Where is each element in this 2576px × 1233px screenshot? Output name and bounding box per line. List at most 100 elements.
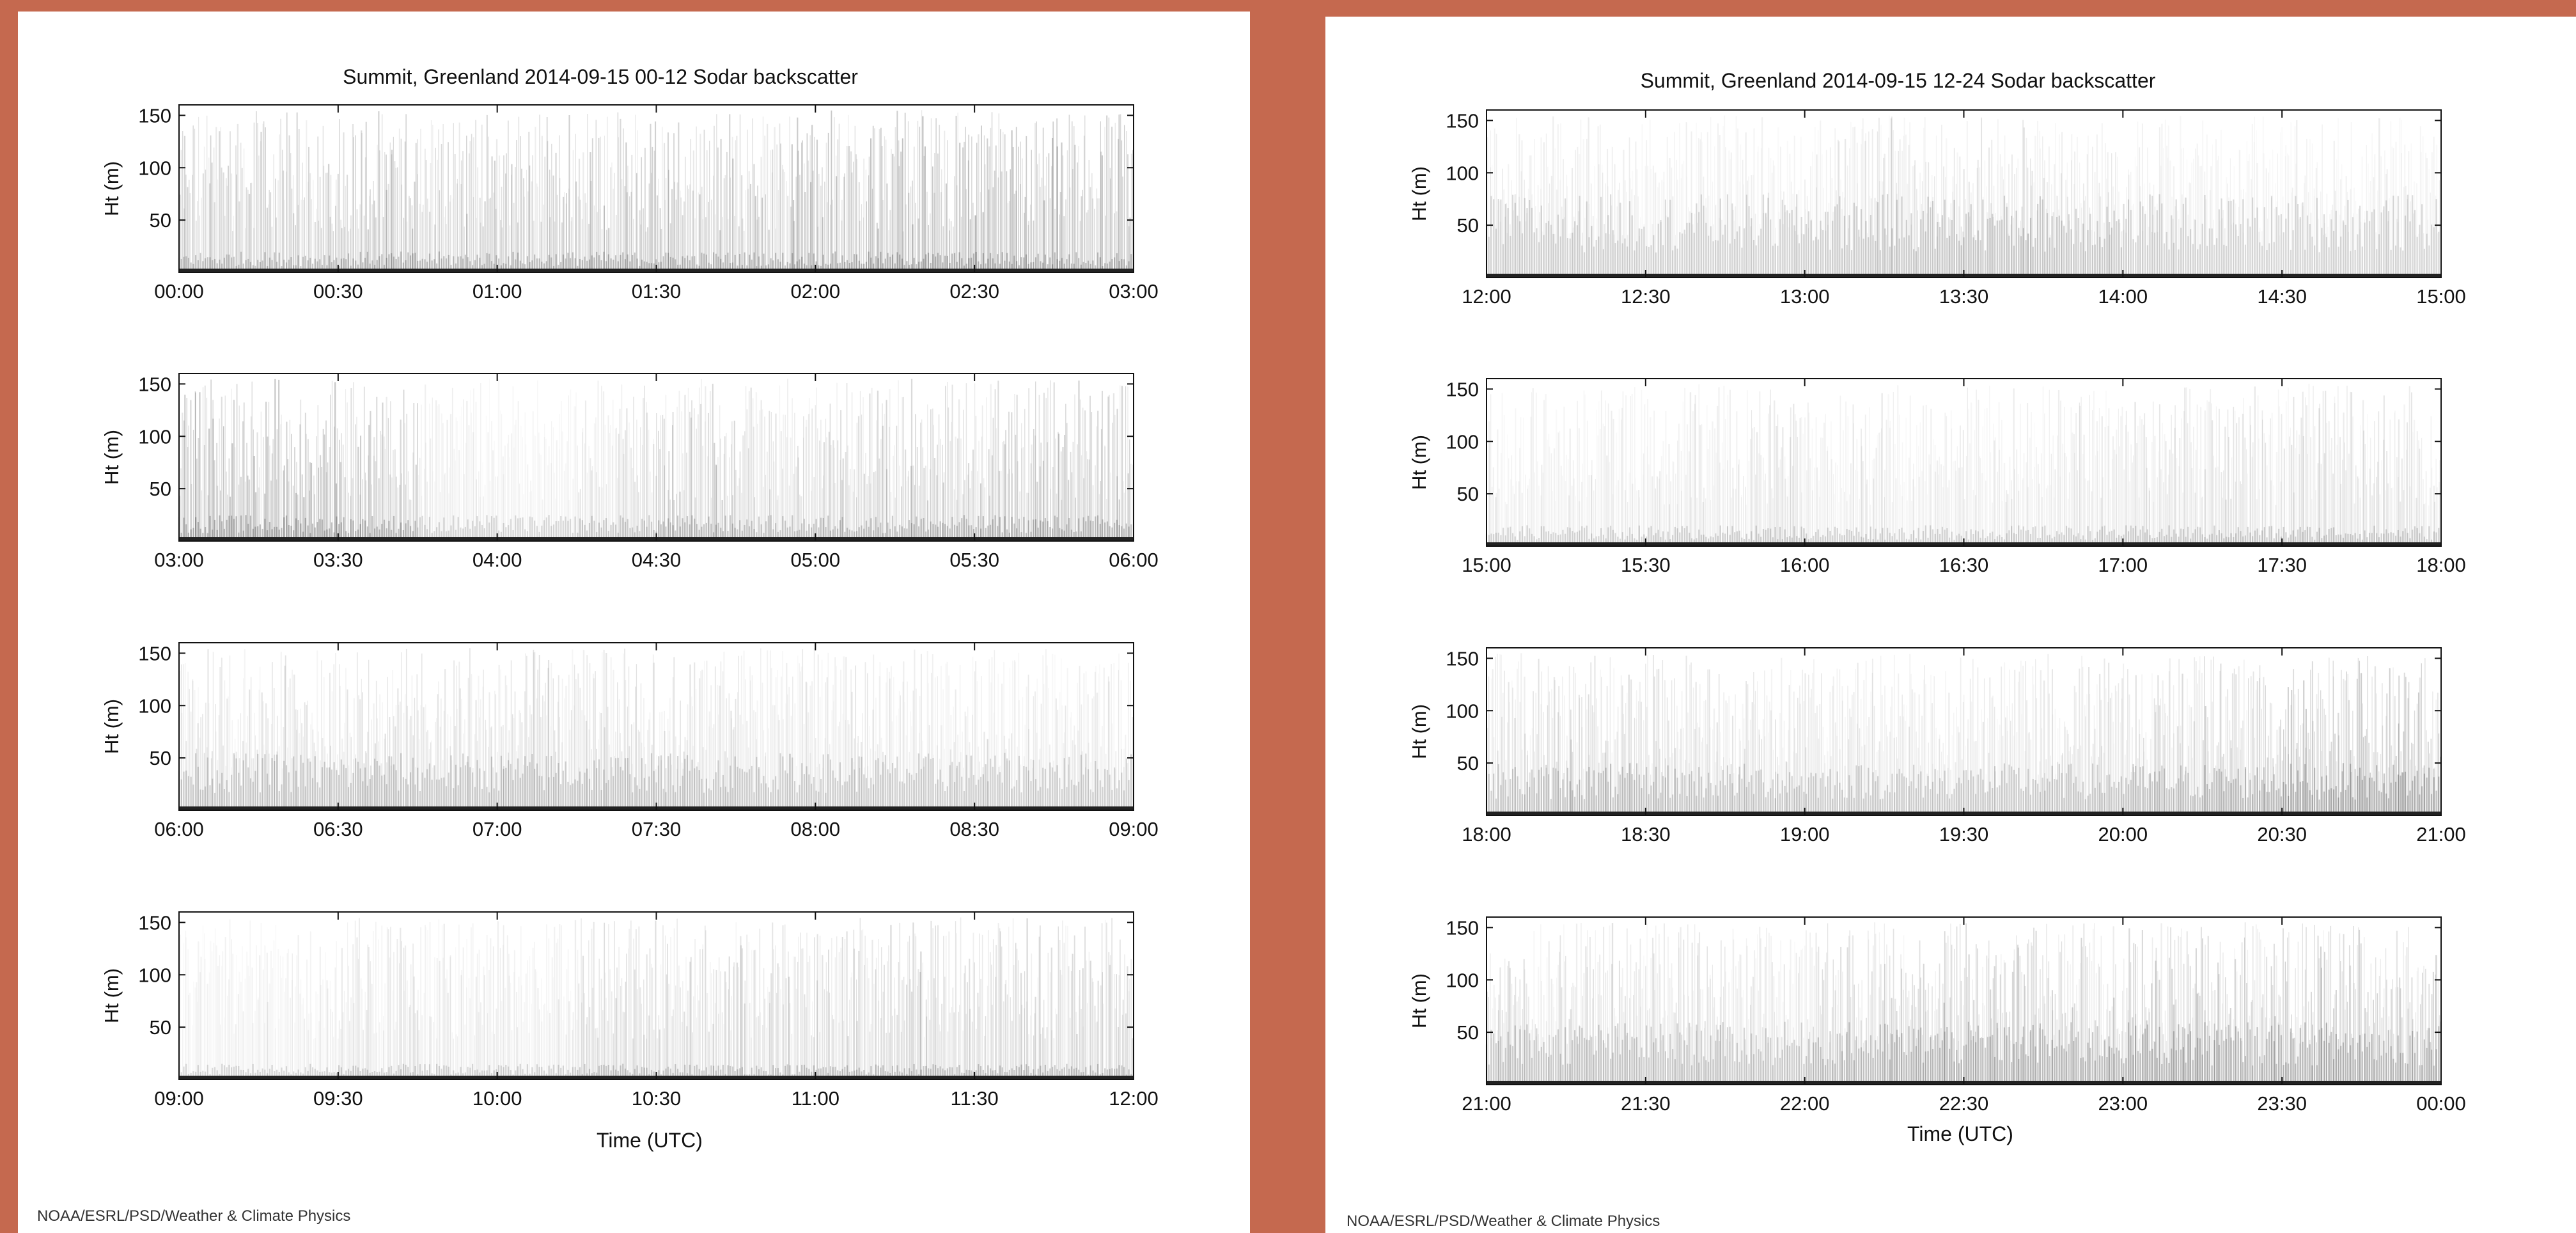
x-tick-label: 03:00: [1109, 280, 1159, 302]
x-tick-label: 23:30: [2257, 1092, 2307, 1115]
x-axis-label: Time (UTC): [597, 1129, 703, 1152]
x-tick-label: 16:00: [1780, 554, 1830, 576]
sodar-panel-3: 50 100 150 Ht (m) 06:00 06:30 07:00 07:30 08:00 0…: [100, 642, 1159, 840]
chart-page-left: Summit, Greenland 2014-09-15 00-12 Sodar…: [18, 12, 1250, 1233]
x-tick-label: 11:30: [951, 1087, 999, 1110]
sodar-panel-4: 50 100 150 Ht (m) 21:00 21:30 22:00 22:30 23:00 2…: [1408, 916, 2466, 1115]
x-tick-label: 16:30: [1939, 554, 1989, 576]
x-tick-label: 05:30: [949, 549, 999, 571]
x-tick-label: 08:30: [949, 818, 999, 840]
x-tick-label: 19:00: [1780, 823, 1830, 845]
x-tick-label: 09:00: [154, 1087, 204, 1110]
x-tick-label: 02:00: [791, 280, 841, 302]
x-tick-label: 01:30: [632, 280, 682, 302]
y-tick-label: 100: [1446, 700, 1479, 722]
y-tick-label: 50: [150, 478, 171, 500]
y-tick-label: 50: [150, 1016, 171, 1039]
sodar-panel-4: 50 100 150 Ht (m) 09:00 09:30 10:00 10:30 11:00 1…: [100, 911, 1159, 1110]
backscatter-field: [178, 110, 1134, 272]
x-tick-label: 09:00: [1109, 818, 1159, 840]
backscatter-field: [178, 648, 1134, 810]
y-tick-label: 100: [1446, 162, 1479, 184]
y-tick-label: 100: [1446, 430, 1479, 453]
x-tick-label: 08:00: [791, 818, 841, 840]
x-tick-label: 21:00: [1462, 1092, 1511, 1115]
x-tick-label: 07:30: [632, 818, 682, 840]
chart-title: Summit, Greenland 2014-09-15 00-12 Sodar…: [343, 65, 858, 88]
y-tick-label: 100: [1446, 969, 1479, 991]
backscatter-field: [1485, 384, 2441, 546]
y-axis-label: Ht (m): [100, 430, 123, 485]
x-tick-label: 06:30: [313, 818, 363, 840]
x-tick-label: 19:30: [1939, 823, 1989, 845]
x-tick-label: 14:30: [2257, 285, 2307, 308]
y-tick-label: 150: [138, 642, 171, 664]
x-tick-label: 18:00: [2416, 554, 2466, 576]
y-tick-label: 150: [1446, 916, 1479, 939]
y-tick-label: 150: [138, 911, 171, 934]
y-axis-label: Ht (m): [1408, 166, 1430, 221]
y-axis-label: Ht (m): [1408, 973, 1430, 1028]
y-axis-label: Ht (m): [100, 161, 123, 216]
x-tick-label: 10:00: [472, 1087, 522, 1110]
y-axis-label: Ht (m): [100, 699, 123, 754]
y-tick-label: 50: [1457, 752, 1479, 774]
backscatter-field: [1485, 653, 2441, 815]
x-tick-label: 05:00: [791, 549, 841, 571]
x-tick-label: 12:30: [1621, 285, 1671, 308]
backscatter-field: [1485, 115, 2442, 278]
y-tick-label: 150: [1446, 109, 1479, 132]
x-tick-label: 06:00: [154, 818, 204, 840]
x-tick-label: 13:00: [1780, 285, 1830, 308]
x-tick-label: 00:00: [2416, 1092, 2466, 1115]
x-tick-label: 04:00: [472, 549, 522, 571]
credit-text: NOAA/ESRL/PSD/Weather & Climate Physics: [1347, 1213, 1660, 1230]
x-tick-label: 13:30: [1939, 285, 1989, 308]
x-tick-label: 15:00: [2416, 285, 2466, 308]
y-tick-label: 100: [138, 964, 171, 986]
backscatter-field: [178, 917, 1134, 1080]
y-tick-label: 50: [1457, 1021, 1479, 1044]
x-tick-label: 21:30: [1621, 1092, 1671, 1115]
x-tick-label: 17:00: [2098, 554, 2148, 576]
x-tick-label: 00:00: [154, 280, 204, 302]
y-tick-label: 150: [1446, 647, 1479, 670]
y-axis-label: Ht (m): [1408, 704, 1430, 759]
x-tick-label: 23:00: [2098, 1092, 2148, 1115]
x-tick-label: 12:00: [1109, 1087, 1159, 1110]
backscatter-field: [1485, 922, 2441, 1085]
y-tick-label: 50: [1457, 214, 1479, 237]
chart-title: Summit, Greenland 2014-09-15 12-24 Sodar…: [1640, 69, 2156, 92]
x-tick-label: 07:00: [472, 818, 522, 840]
x-tick-label: 06:00: [1109, 549, 1159, 571]
x-tick-label: 22:30: [1939, 1092, 1989, 1115]
x-tick-label: 14:00: [2098, 285, 2148, 308]
sodar-panel-1: 50 100 150 Ht (m) 00:00 00:30 01:00 01:30 02:00 0…: [100, 104, 1159, 302]
x-tick-label: 17:30: [2257, 554, 2307, 576]
y-axis-label: Ht (m): [100, 968, 123, 1023]
x-tick-label: 12:00: [1462, 285, 1511, 308]
x-tick-label: 03:30: [313, 549, 363, 571]
x-tick-label: 01:00: [472, 280, 522, 302]
credit-text: NOAA/ESRL/PSD/Weather & Climate Physics: [37, 1207, 351, 1225]
y-tick-label: 100: [138, 157, 171, 179]
x-tick-label: 15:30: [1621, 554, 1671, 576]
x-tick-label: 03:00: [154, 549, 204, 571]
y-tick-label: 50: [150, 209, 171, 232]
chart-page-right: Summit, Greenland 2014-09-15 12-24 Sodar…: [1325, 17, 2576, 1233]
y-tick-label: 150: [138, 373, 171, 395]
y-tick-label: 100: [138, 425, 171, 448]
x-tick-label: 02:30: [949, 280, 999, 302]
x-tick-label: 04:30: [632, 549, 682, 571]
x-tick-label: 11:00: [792, 1087, 839, 1110]
y-tick-label: 100: [138, 695, 171, 717]
y-tick-label: 150: [138, 104, 171, 127]
sodar-panel-2: 50 100 150 Ht (m) 15:00 15:30 16:00 16:30 17:00 1…: [1408, 378, 2466, 576]
sodar-panel-1: 50 100 150 Ht (m) 12:00 12:30 13:00 13:30 14:00 1…: [1408, 109, 2466, 308]
x-tick-label: 15:00: [1462, 554, 1511, 576]
x-tick-label: 00:30: [313, 280, 363, 302]
x-tick-label: 10:30: [632, 1087, 682, 1110]
x-axis-label: Time (UTC): [1907, 1122, 2013, 1145]
y-tick-label: 150: [1446, 378, 1479, 400]
y-tick-label: 50: [1457, 483, 1479, 505]
